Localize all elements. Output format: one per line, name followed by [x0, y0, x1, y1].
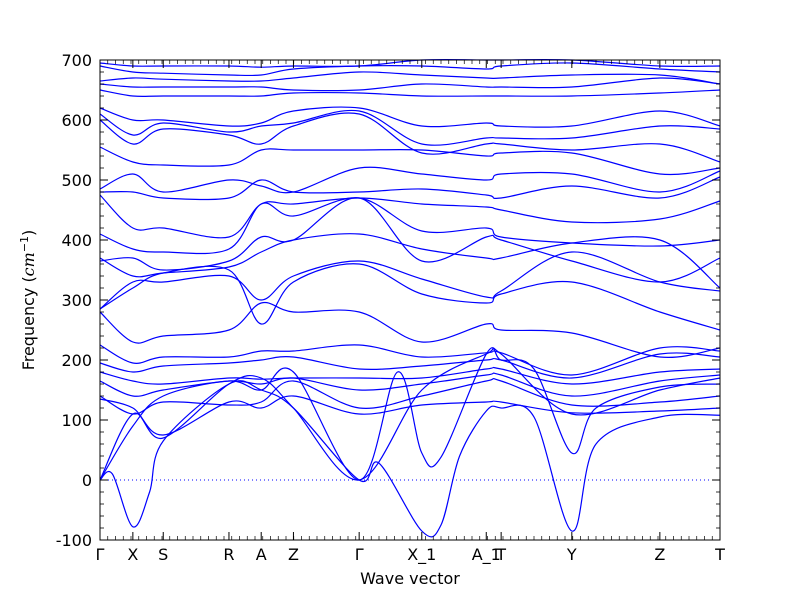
band-line-3 — [99, 347, 721, 481]
band-line-20 — [99, 112, 721, 163]
y-tick-label: 600 — [61, 111, 92, 130]
band-line-7 — [99, 366, 721, 385]
band-line-14 — [99, 197, 721, 283]
y-tick-label: 100 — [61, 411, 92, 430]
y-tick-label: 500 — [61, 171, 92, 190]
y-tick-label: 400 — [61, 231, 92, 250]
band-line-18 — [99, 166, 721, 194]
y-tick-label: -100 — [56, 531, 92, 550]
x-tick-label: Γ — [96, 545, 105, 564]
x-tick-label: R — [223, 545, 234, 564]
y-tick-label: 0 — [82, 471, 92, 490]
x-tick-label: Γ — [355, 545, 364, 564]
band-line-25 — [99, 71, 721, 85]
band-line-8 — [99, 352, 721, 379]
band-line-1 — [99, 380, 721, 538]
x-tick-label: Z — [288, 545, 299, 564]
band-line-6 — [99, 372, 721, 397]
x-tick-label: A — [256, 545, 267, 564]
x-tick-label: Z — [654, 545, 665, 564]
x-tick-label: T — [495, 545, 506, 564]
plot-area — [99, 58, 721, 541]
band-line-10 — [99, 301, 721, 358]
band-line-17 — [99, 176, 721, 201]
band-line-12 — [99, 251, 721, 310]
y-tick-label: 200 — [61, 351, 92, 370]
x-tick-label: A_1 — [472, 545, 501, 565]
band-line-16 — [99, 194, 721, 239]
y-axis-label-close: ) — [19, 230, 38, 236]
x-tick-label: Y — [566, 545, 577, 564]
band-line-21 — [99, 109, 721, 146]
x-tick-label: S — [158, 545, 168, 564]
band-line-13 — [99, 233, 721, 289]
band-line-9 — [99, 344, 721, 376]
band-line-23 — [99, 89, 721, 98]
band-line-22 — [99, 106, 721, 128]
y-axis-label-unit: cm — [19, 252, 38, 276]
y-axis-ticks: -100 0 100 200 300 400 500 600 700 — [56, 51, 720, 550]
x-tick-label: X_1 — [407, 545, 436, 565]
band-line-24 — [99, 77, 721, 92]
axes-background — [100, 60, 720, 540]
y-tick-label: 300 — [61, 291, 92, 310]
y-tick-label: 700 — [61, 51, 92, 70]
x-tick-label: T — [714, 545, 725, 564]
x-axis-label: Wave vector — [360, 569, 460, 588]
y-axis-label-text: Frequency ( — [19, 276, 38, 370]
x-axis-ticks: Γ X S R A Z Γ X_1 A_1T Y Z T — [96, 60, 725, 565]
band-line-5 — [99, 377, 721, 415]
band-line-15 — [99, 197, 721, 255]
y-axis-label-exponent: −1 — [18, 236, 31, 252]
x-tick-label: X — [127, 545, 138, 564]
band-line-4 — [99, 395, 721, 436]
band-line-19 — [99, 146, 721, 176]
y-axis-label: Frequency (cm−1) — [18, 230, 38, 371]
